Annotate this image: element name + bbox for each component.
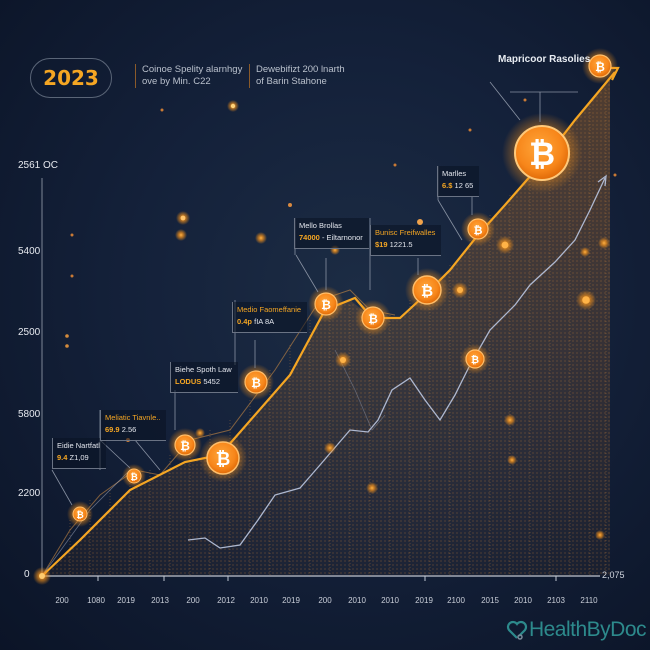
x-tick-label: 2013 [151,596,169,605]
callout-detail: fIA 8A [254,317,275,326]
svg-text:₿: ₿ [76,510,83,521]
y-tick-label: 2500 [18,327,41,338]
subtitle-left-line-1: Coinoe Spelity alarnhgy [142,64,243,75]
callout-detail: 2.56 [121,425,137,434]
callout-value: LODUS [175,377,202,386]
bitcoin-coin-icon: ₿ [199,434,247,482]
svg-text:₿: ₿ [529,135,555,173]
callout-title: Meliatic Tiavnle.. [105,413,161,422]
bitcoin-coin-icon: ₿ [461,212,495,246]
callout-value: 69.9 [105,425,120,434]
bitcoin-coins: ₿ ₿ ₿ ₿ ₿ ₿ ₿ ₿ ₿ ₿ ₿ ₿ [33,48,618,585]
bitcoin-coin-icon: ₿ [122,464,146,488]
callout-box: Mello Brollas 74000 - Eiltarnonor [294,218,369,249]
top-annotation: Mapricoor Rasolies [498,54,591,65]
secondary-trend-line [187,177,606,549]
callout-value: 6.$ [442,181,453,190]
bitcoin-coin-icon: ₿ [582,48,618,84]
x-tick-label: 2100 [447,596,465,605]
x-tick-label: 2019 [117,596,135,605]
x-tick-label: 200 [186,596,200,605]
bitcoin-coin-icon: ₿ [238,364,274,400]
y-tick-label: 5800 [18,409,41,420]
bitcoin-coin-icon: ₿ [405,268,449,312]
watermark: HealthByDoc [505,618,647,642]
bitcoin-coin-icon: ₿ [460,344,490,374]
callout-detail: 1221.5 [389,240,413,249]
y-tick-label: 0 [24,569,30,580]
y-tick-label: 5400 [18,246,41,257]
x-tick-label: 2019 [282,596,300,605]
x-tick-label: 200 [318,596,332,605]
x-tick-label: 2010 [250,596,268,605]
bitcoin-coin-icon: ₿ [355,300,391,336]
callout-box: Meliatic Tiavnle.. 69.9 2.56 [100,410,167,441]
callout-title: Marlles [442,169,467,178]
x-axis-end-label: 2,075 [602,570,625,580]
callout-detail: 5452 [203,377,221,386]
watermark-text: HealthByDoc [528,618,647,641]
callout-title: Medio Faomeffanie [237,305,302,314]
x-tick-label: 2103 [547,596,565,605]
callout-box: Eidie Nartfatl 9.4 Z1,09 [52,438,106,469]
callout-title: Mello Brollas [299,221,342,230]
callout-value: 74000 [299,233,320,242]
year-badge: 2023 [30,58,112,98]
bitcoin-coin-icon: ₿ [308,286,344,322]
x-tick-label: 1080 [87,596,105,605]
x-tick-label: 200 [55,596,69,605]
callout-title: Bunisc Freifwalles [375,228,436,237]
svg-text:₿: ₿ [251,376,261,390]
callout-detail: - Eiltarnonor [321,233,363,242]
subtitle-right-line-1: Dewebifizt 200 lnarth [256,64,345,75]
subtitle-left: Coinoe Spelity alarnhgy ove by Min. C22 [135,64,242,88]
svg-text:₿: ₿ [216,449,231,470]
callout-detail: Z1,09 [69,453,89,462]
svg-text:₿: ₿ [474,224,483,237]
callout-box: Biehe Spoth Law LODUS 5452 [170,362,238,393]
x-tick-label: 2015 [481,596,499,605]
x-tick-label: 2010 [381,596,399,605]
svg-text:₿: ₿ [180,439,190,453]
y-tick-label: 2561 OC [18,160,59,171]
bitcoin-coin-icon: ₿ [168,428,202,462]
x-tick-label: 2012 [217,596,235,605]
callout-title: Biehe Spoth Law [175,365,232,374]
x-tick-label: 2019 [415,596,433,605]
callout-value: $19 [375,240,388,249]
callout-box: Medio Faomeffanie 0.4p fIA 8A [232,302,308,333]
subtitle-right-line-2: of Barin Stahone [256,76,327,87]
subtitle-right: Dewebifizt 200 lnarth of Barin Stahone [249,64,345,88]
year-badge-text: 2023 [43,66,99,90]
subtitle-left-line-2: ove by Min. C22 [142,76,211,87]
callout-value: 0.4p [237,317,253,326]
bitcoin-coin-icon: ₿ [67,501,93,527]
callout-detail: 12 65 [454,181,474,190]
svg-text:₿: ₿ [595,60,605,74]
x-tick-label: 2010 [348,596,366,605]
svg-text:₿: ₿ [421,282,433,300]
svg-text:₿: ₿ [130,472,137,483]
svg-text:₿: ₿ [471,354,479,366]
x-tick-label: 2010 [514,596,532,605]
callout-value: 9.4 [57,453,68,462]
svg-text:₿: ₿ [321,298,331,312]
stethoscope-heart-icon [506,620,528,640]
callout-box: Marlles 6.$ 12 65 [437,166,480,197]
y-tick-label: 2200 [18,488,41,499]
callout-title: Eidie Nartfatl [57,441,100,450]
x-tick-label: 2110 [580,596,598,605]
svg-text:₿: ₿ [368,312,378,326]
callout-box: Bunisc Freifwalles $19 1221.5 [370,225,442,256]
bitcoin-coin-icon-large: ₿ [502,113,582,193]
